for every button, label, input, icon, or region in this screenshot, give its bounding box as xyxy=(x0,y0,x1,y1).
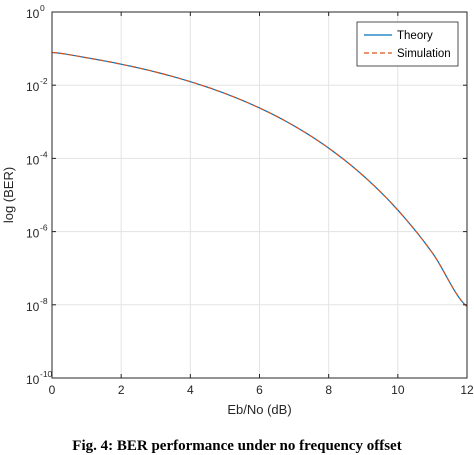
x-tick-label: 0 xyxy=(49,383,56,397)
x-tick-label: 10 xyxy=(391,383,405,397)
y-tick-exponent: 0 xyxy=(40,3,45,13)
y-tick-base: 10 xyxy=(26,80,40,94)
x-tick-label: 4 xyxy=(187,383,194,397)
legend: Theory Simulation xyxy=(356,21,459,67)
x-tick-label: 12 xyxy=(460,383,474,397)
legend-label-simulation: Simulation xyxy=(397,48,451,60)
y-tick-label: 10 -4 xyxy=(26,149,48,167)
y-tick-base: 10 xyxy=(26,7,40,21)
x-tick-label: 6 xyxy=(256,383,263,397)
x-tick-label: 8 xyxy=(325,383,332,397)
y-tick-exponent: -6 xyxy=(40,223,48,233)
y-tick-label: 10 -8 xyxy=(26,296,48,314)
y-tick-label: 10 -6 xyxy=(26,223,48,241)
x-tick-labels: 0 2 4 6 8 10 12 xyxy=(49,383,474,397)
y-tick-label: 10 -2 xyxy=(26,76,48,94)
series-line-simulation xyxy=(51,51,468,307)
y-tick-exponent: -8 xyxy=(40,296,48,306)
y-tick-label: 10 0 xyxy=(26,3,45,21)
grid xyxy=(52,12,467,378)
figure-caption: Fig. 4: BER performance under no frequen… xyxy=(72,438,402,454)
y-tick-exponent: -10 xyxy=(40,369,53,379)
y-tick-base: 10 xyxy=(26,373,40,387)
x-axis-label: Eb/No (dB) xyxy=(227,402,291,417)
y-tick-exponent: -2 xyxy=(40,76,48,86)
y-tick-exponent: -4 xyxy=(40,149,48,159)
y-tick-label: 10 -10 xyxy=(26,369,53,387)
x-tick-label: 2 xyxy=(118,383,125,397)
y-tick-base: 10 xyxy=(26,300,40,314)
y-tick-base: 10 xyxy=(26,227,40,241)
legend-label-theory: Theory xyxy=(397,30,433,42)
y-axis-label: log (BER) xyxy=(1,167,16,223)
tick-marks xyxy=(51,11,468,379)
series-layer xyxy=(51,51,468,307)
legend-box xyxy=(356,21,459,67)
y-tick-base: 10 xyxy=(26,153,40,167)
